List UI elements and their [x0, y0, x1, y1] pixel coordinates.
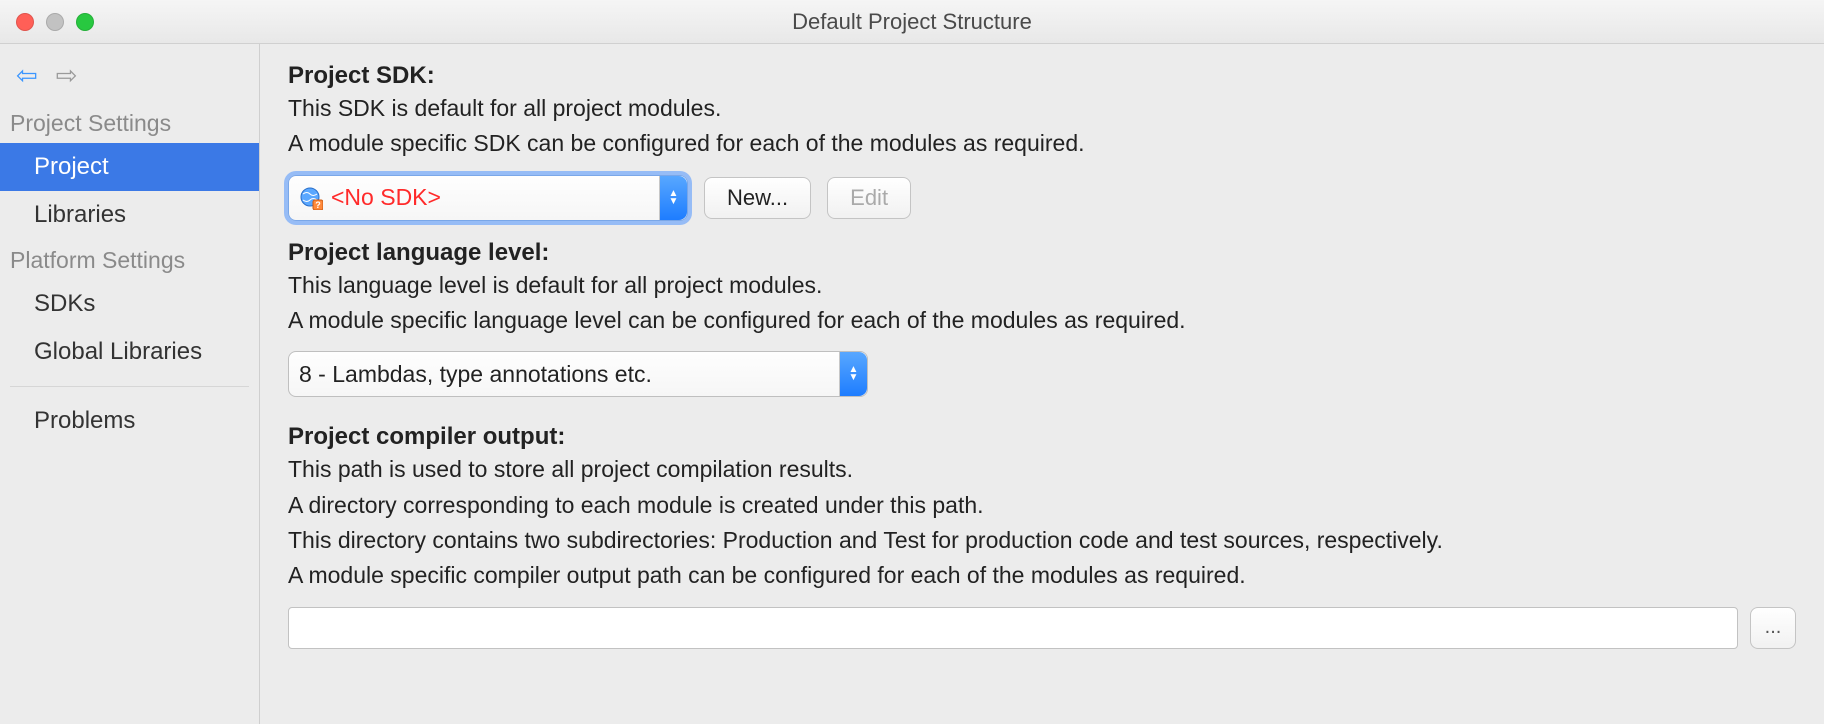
lang-desc-2: A module specific language level can be … — [288, 304, 1796, 337]
sidebar-item-libraries[interactable]: Libraries — [0, 191, 259, 239]
title-bar: Default Project Structure — [0, 0, 1824, 44]
section-header-platform-settings: Platform Settings — [0, 239, 259, 280]
browse-output-button[interactable]: ... — [1750, 607, 1796, 649]
sidebar: ⇦ ⇨ Project Settings Project Libraries P… — [0, 44, 260, 724]
sdk-desc-1: This SDK is default for all project modu… — [288, 92, 1796, 125]
sidebar-item-project[interactable]: Project — [0, 143, 259, 191]
forward-icon[interactable]: ⇨ — [56, 62, 78, 88]
combo-stepper-icon[interactable]: ▲▼ — [659, 176, 687, 220]
nav-arrows: ⇦ ⇨ — [0, 54, 259, 102]
output-desc-2: A directory corresponding to each module… — [288, 489, 1796, 522]
language-level-combo[interactable]: 8 - Lambdas, type annotations etc. ▲▼ — [288, 351, 868, 397]
lang-section-title: Project language level: — [288, 239, 1796, 267]
window-title: Default Project Structure — [0, 9, 1824, 35]
section-header-project-settings: Project Settings — [0, 102, 259, 143]
sdk-combo-value: <No SDK> — [331, 184, 441, 211]
compiler-output-field[interactable] — [288, 607, 1738, 649]
svg-text:?: ? — [315, 200, 321, 210]
language-level-value: 8 - Lambdas, type annotations etc. — [299, 361, 652, 388]
output-section-title: Project compiler output: — [288, 423, 1796, 451]
sidebar-divider — [10, 386, 249, 387]
sdk-combo[interactable]: ? <No SDK> ▲▼ — [288, 175, 688, 221]
sidebar-item-sdks[interactable]: SDKs — [0, 280, 259, 328]
edit-sdk-button: Edit — [827, 177, 911, 219]
sdk-desc-2: A module specific SDK can be configured … — [288, 127, 1796, 160]
new-sdk-button[interactable]: New... — [704, 177, 811, 219]
sidebar-item-problems[interactable]: Problems — [0, 397, 259, 445]
output-desc-1: This path is used to store all project c… — [288, 453, 1796, 486]
sdk-section-title: Project SDK: — [288, 62, 1796, 90]
sidebar-item-global-libraries[interactable]: Global Libraries — [0, 328, 259, 376]
combo-stepper-icon[interactable]: ▲▼ — [839, 352, 867, 396]
back-icon[interactable]: ⇦ — [16, 62, 38, 88]
output-desc-4: A module specific compiler output path c… — [288, 559, 1796, 592]
lang-desc-1: This language level is default for all p… — [288, 269, 1796, 302]
output-desc-3: This directory contains two subdirectori… — [288, 524, 1796, 557]
main-panel: Project SDK: This SDK is default for all… — [260, 44, 1824, 724]
sdk-globe-icon: ? — [299, 186, 323, 210]
